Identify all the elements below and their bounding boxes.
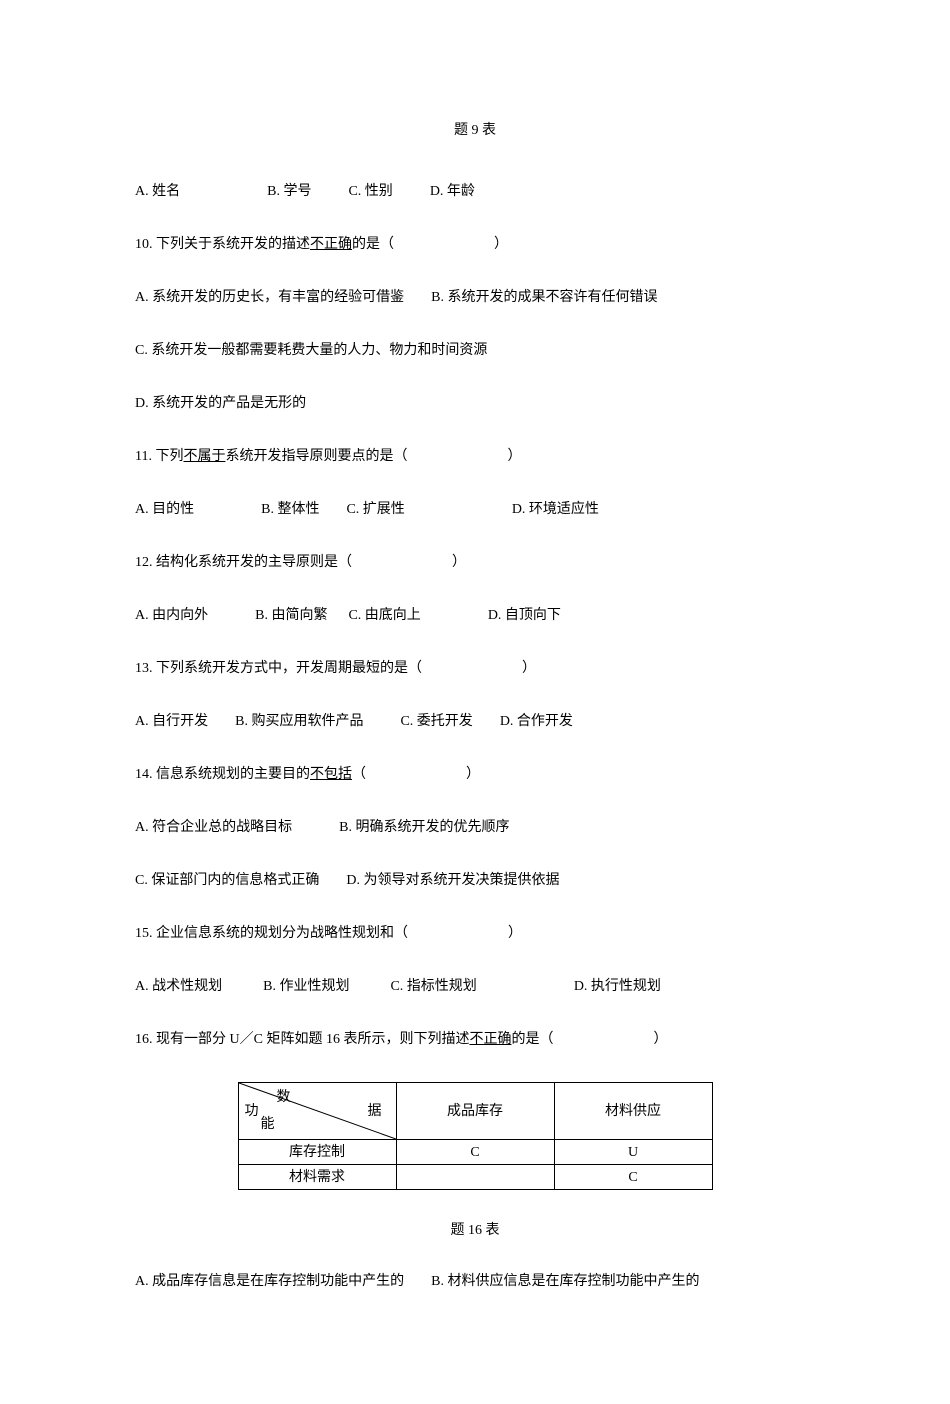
q16-ab: A. 成品库存信息是在库存控制功能中产生的 B. 材料供应信息是在库存控制功能中… — [135, 1271, 815, 1292]
q13-stem-text: 13. 下列系统开发方式中，开发周期最短的是（ — [135, 661, 422, 676]
q16-stem: 16. 现有一部分 U／C 矩阵如题 16 表所示，则下列描述不正确的是（ ） — [135, 1029, 815, 1050]
row2-c2: C — [554, 1165, 712, 1190]
q14-stem-pre: 14. 信息系统规划的主要目的 — [135, 767, 310, 782]
q10-stem: 10. 下列关于系统开发的描述不正确的是（ ） — [135, 234, 815, 255]
diag-top: 数 — [277, 1087, 291, 1108]
q10-d: D. 系统开发的产品是无形的 — [135, 393, 815, 414]
q15-b: B. 作业性规划 — [263, 976, 349, 997]
q12-a: A. 由内向外 — [135, 605, 208, 626]
q15-stem: 15. 企业信息系统的规划分为战略性规划和（ ） — [135, 923, 815, 944]
q15-choices: A. 战术性规划 B. 作业性规划 C. 指标性规划 D. 执行性规划 — [135, 976, 815, 997]
q12-stem-close: ） — [452, 555, 466, 570]
q10-stem-post: 的是（ — [352, 237, 394, 252]
q16-table: 数 据 功 能 成品库存 材料供应 库存控制 C U 材料需求 C — [238, 1082, 713, 1190]
q9-a: A. 姓名 — [135, 181, 180, 202]
q10-stem-pre: 10. 下列关于系统开发的描述 — [135, 237, 310, 252]
q11-stem-pre: 11. 下列 — [135, 449, 183, 464]
q14-cd: C. 保证部门内的信息格式正确 D. 为领导对系统开发决策提供依据 — [135, 870, 815, 891]
q9-d: D. 年龄 — [430, 181, 475, 202]
row2-c1 — [396, 1165, 554, 1190]
q11-stem-underline: 不属于 — [183, 449, 225, 464]
q10-a: A. 系统开发的历史长，有丰富的经验可借鉴 — [135, 287, 404, 308]
q14-a: A. 符合企业总的战略目标 — [135, 817, 292, 838]
q9-choices: A. 姓名 B. 学号 C. 性别 D. 年龄 — [135, 181, 815, 202]
q10-c: C. 系统开发一般都需要耗费大量的人力、物力和时间资源 — [135, 340, 815, 361]
q16-stem-underline: 不正确 — [469, 1032, 511, 1047]
q14-d: D. 为领导对系统开发决策提供依据 — [346, 870, 559, 891]
q15-stem-text: 15. 企业信息系统的规划分为战略性规划和（ — [135, 926, 408, 941]
q13-c: C. 委托开发 — [400, 711, 472, 732]
q14-c: C. 保证部门内的信息格式正确 — [135, 870, 319, 891]
q14-stem-underline: 不包括 — [310, 767, 352, 782]
q16-stem-pre: 16. 现有一部分 U／C 矩阵如题 16 表所示，则下列描述 — [135, 1032, 469, 1047]
q12-stem-text: 12. 结构化系统开发的主导原则是（ — [135, 555, 352, 570]
q11-b: B. 整体性 — [261, 499, 319, 520]
q11-stem: 11. 下列不属于系统开发指导原则要点的是（ ） — [135, 446, 815, 467]
q9-b: B. 学号 — [267, 181, 311, 202]
row1-label: 库存控制 — [238, 1140, 396, 1165]
q14-stem-post: （ — [352, 767, 366, 782]
q14-ab: A. 符合企业总的战略目标 B. 明确系统开发的优先顺序 — [135, 817, 815, 838]
q11-stem-close: ） — [507, 449, 521, 464]
q11-a: A. 目的性 — [135, 499, 194, 520]
q12-d: D. 自顶向下 — [488, 605, 561, 626]
q12-choices: A. 由内向外 B. 由简向繁 C. 由底向上 D. 自顶向下 — [135, 605, 815, 626]
q15-c: C. 指标性规划 — [390, 976, 476, 997]
q15-a: A. 战术性规划 — [135, 976, 222, 997]
diag-header-cell: 数 据 功 能 — [238, 1083, 396, 1140]
q14-b: B. 明确系统开发的优先顺序 — [339, 817, 509, 838]
q12-c: C. 由底向上 — [348, 605, 420, 626]
q15-stem-close: ） — [508, 926, 522, 941]
q13-stem-close: ） — [522, 661, 536, 676]
q16-stem-post: 的是（ — [511, 1032, 553, 1047]
table16-caption: 题 16 表 — [135, 1220, 815, 1241]
q14-stem-close: ） — [466, 767, 480, 782]
q11-c: C. 扩展性 — [346, 499, 404, 520]
row1-c1: C — [396, 1140, 554, 1165]
q13-a: A. 自行开发 — [135, 711, 208, 732]
q11-d: D. 环境适应性 — [512, 499, 599, 520]
row1-c2: U — [554, 1140, 712, 1165]
q10-stem-underline: 不正确 — [310, 237, 352, 252]
q16-b: B. 材料供应信息是在库存控制功能中产生的 — [431, 1271, 699, 1292]
q14-stem: 14. 信息系统规划的主要目的不包括（ ） — [135, 764, 815, 785]
col2-header: 材料供应 — [554, 1083, 712, 1140]
q10-ab: A. 系统开发的历史长，有丰富的经验可借鉴 B. 系统开发的成果不容许有任何错误 — [135, 287, 815, 308]
q13-stem: 13. 下列系统开发方式中，开发周期最短的是（ ） — [135, 658, 815, 679]
diag-bot2: 能 — [261, 1114, 275, 1135]
table9-caption: 题 9 表 — [135, 120, 815, 141]
diag-top2: 据 — [368, 1101, 382, 1122]
q15-d: D. 执行性规划 — [574, 976, 661, 997]
q13-d: D. 合作开发 — [500, 711, 573, 732]
q13-choices: A. 自行开发 B. 购买应用软件产品 C. 委托开发 D. 合作开发 — [135, 711, 815, 732]
q16-stem-close: ） — [653, 1032, 667, 1047]
q12-stem: 12. 结构化系统开发的主导原则是（ ） — [135, 552, 815, 573]
col1-header: 成品库存 — [396, 1083, 554, 1140]
q12-b: B. 由简向繁 — [255, 605, 327, 626]
q16-a: A. 成品库存信息是在库存控制功能中产生的 — [135, 1271, 404, 1292]
diag-bot: 功 — [245, 1101, 259, 1122]
q11-stem-post: 系统开发指导原则要点的是（ — [225, 449, 407, 464]
q13-b: B. 购买应用软件产品 — [235, 711, 363, 732]
q9-c: C. 性别 — [348, 181, 392, 202]
q10-stem-close: ） — [494, 237, 508, 252]
q11-choices: A. 目的性 B. 整体性 C. 扩展性 D. 环境适应性 — [135, 499, 815, 520]
q10-b: B. 系统开发的成果不容许有任何错误 — [431, 287, 657, 308]
row2-label: 材料需求 — [238, 1165, 396, 1190]
